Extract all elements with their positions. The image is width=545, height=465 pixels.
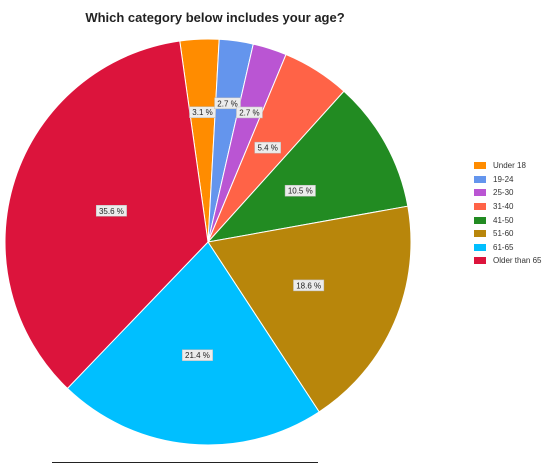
slice-label-text: 3.1 % — [192, 108, 212, 117]
slice-label-text: 18.6 % — [296, 281, 321, 290]
slice-label: 10.5 % — [284, 184, 316, 197]
legend-label: 31-40 — [493, 202, 514, 212]
legend-item: 25-30 — [474, 186, 541, 200]
legend-label: 19-24 — [493, 174, 514, 184]
slice-label-background — [182, 349, 213, 361]
slice-label: 2.7 % — [214, 97, 241, 110]
pie-slices — [4, 38, 412, 446]
slice-label-background — [189, 106, 216, 118]
legend-swatch — [474, 216, 486, 224]
legend-item: 61-65 — [474, 241, 541, 255]
slice-label: 18.6 % — [293, 279, 325, 292]
legend-swatch — [474, 230, 486, 238]
slice-label-background — [214, 97, 241, 110]
legend-label: Under 18 — [493, 161, 526, 171]
slice-label-background — [254, 141, 281, 154]
pie-slice-61-65 — [66, 241, 320, 446]
slice-label: 35.6 % — [95, 205, 127, 217]
chart-title: Which category below includes your age? — [85, 10, 345, 25]
legend-swatch — [474, 189, 486, 197]
pie-slice-41-50 — [206, 90, 409, 243]
legend-swatch — [474, 203, 486, 211]
slice-label-text: 21.4 % — [185, 351, 210, 360]
chart-legend: Under 18 19-24 25-30 31-40 41-50 51-60 61-65 Ol… — [474, 159, 541, 268]
slice-label-background — [95, 205, 127, 217]
legend-item: 41-50 — [474, 213, 541, 227]
slice-label-background — [236, 106, 263, 119]
slice-label-text: 10.5 % — [288, 187, 313, 196]
slice-label-background — [293, 279, 325, 292]
legend-item: Older than 65 — [474, 254, 541, 268]
legend-label: 41-50 — [493, 215, 514, 225]
legend-swatch — [474, 175, 486, 183]
legend-label: Older than 65 — [493, 256, 542, 266]
footer-rule — [52, 462, 318, 463]
slice-label-text: 2.7 % — [239, 108, 259, 117]
legend-item: 51-60 — [474, 227, 541, 241]
legend-label: 61-65 — [493, 242, 514, 252]
legend-swatch — [474, 162, 486, 170]
legend-label: 25-30 — [493, 188, 514, 198]
slice-label: 3.1 % — [189, 106, 216, 118]
pie-slice-labels: 3.1 % 2.7 %2.7 % 5.4 % 10.5 % 18.6 % 21.4 % 35… — [95, 97, 325, 361]
legend-swatch — [474, 243, 486, 251]
slice-label: 21.4 % — [182, 349, 213, 361]
slice-label-background — [284, 184, 316, 197]
legend-label: 51-60 — [493, 229, 514, 239]
legend-item: 31-40 — [474, 200, 541, 214]
slice-label: 5.4 % — [254, 141, 281, 154]
slice-label-text: 2.7 % — [217, 99, 237, 108]
slice-label: 2.7 % — [236, 106, 263, 119]
legend-item: Under 18 — [474, 159, 541, 173]
slice-label-text: 5.4 % — [257, 144, 277, 153]
slice-label-text: 35.6 % — [99, 207, 124, 216]
pie-slice-51-60 — [207, 205, 412, 413]
legend-swatch — [474, 257, 486, 265]
legend-item: 19-24 — [474, 173, 541, 187]
